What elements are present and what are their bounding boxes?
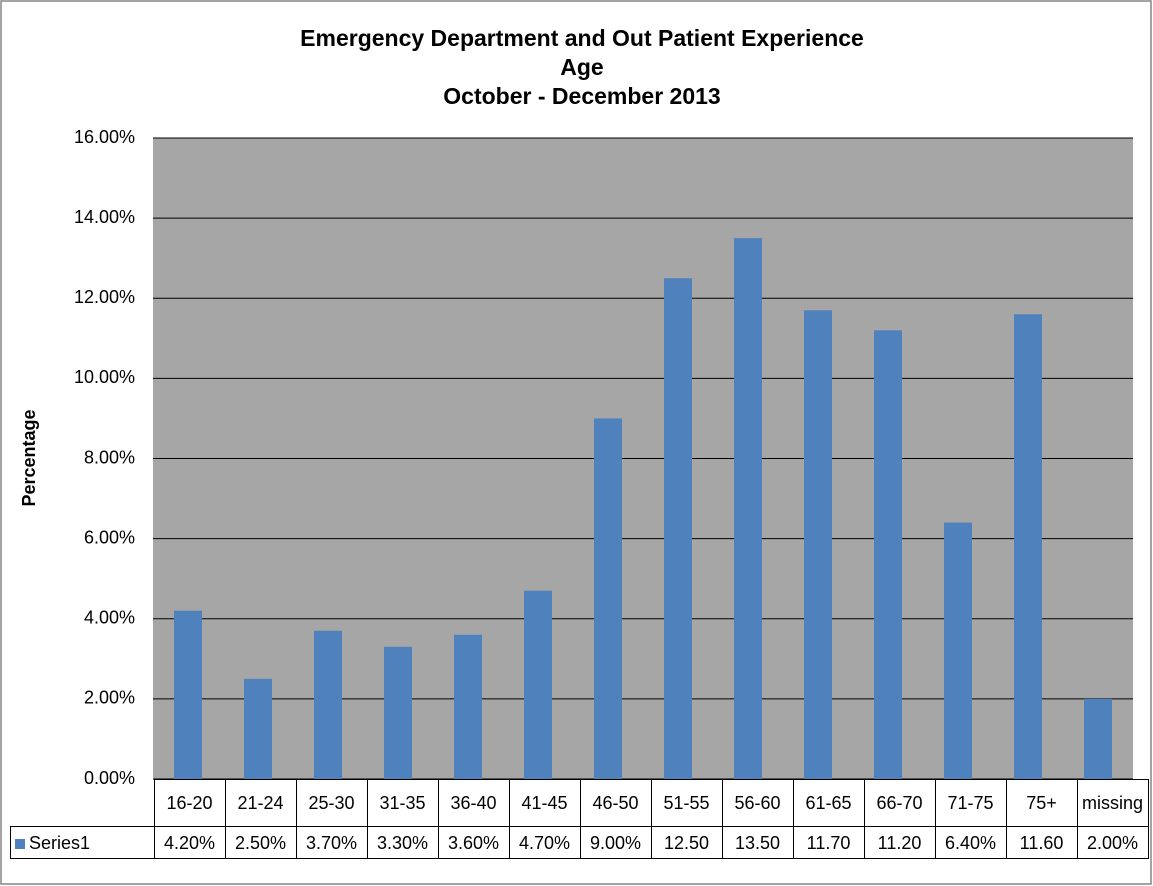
y-tick-label: 10.00% <box>74 367 135 387</box>
x-tick-label: 51-55 <box>650 779 723 827</box>
x-tick-label: 41-45 <box>508 779 581 827</box>
bar <box>944 522 972 779</box>
x-tick-label: 21-24 <box>224 779 297 827</box>
bar <box>734 238 762 779</box>
y-tick-label: 6.00% <box>84 527 135 547</box>
chart-subtitle: October - December 2013 <box>443 83 720 109</box>
y-axis-label: Percentage <box>19 409 39 506</box>
category-row: 16-20 21-24 25-30 31-35 36-40 41-45 46-50 51-55… <box>11 779 1149 827</box>
bar <box>1084 698 1112 779</box>
data-label: 4.20% <box>153 826 226 859</box>
x-tick-label: 61-65 <box>792 779 865 827</box>
bar <box>874 330 902 779</box>
data-label: 9.00% <box>579 826 652 859</box>
x-tick-label: 66-70 <box>863 779 936 827</box>
x-tick-label: 36-40 <box>437 779 510 827</box>
x-tick-label: 46-50 <box>579 779 652 827</box>
y-tick-label: 0.00% <box>84 768 135 788</box>
bar <box>1014 314 1042 779</box>
x-tick-label: missing <box>1076 779 1149 827</box>
data-label: 11.20 <box>863 826 936 859</box>
legend-label: Series1 <box>29 832 91 853</box>
data-label: 2.00% <box>1076 826 1149 859</box>
data-table: 16-20 21-24 25-30 31-35 36-40 41-45 46-50 51-55… <box>10 779 1149 859</box>
data-label: 3.30% <box>366 826 439 859</box>
y-tick-label: 14.00% <box>74 207 135 227</box>
bar <box>804 310 832 779</box>
data-label: 3.60% <box>437 826 510 859</box>
legend-swatch <box>15 838 25 849</box>
x-tick-label: 16-20 <box>153 779 226 827</box>
bar <box>174 610 202 779</box>
data-label: 11.70 <box>792 826 865 859</box>
legend-entry: Series1 <box>10 826 155 859</box>
chart-title: Emergency Department and Out Patient Exp… <box>300 25 864 51</box>
bar <box>314 630 342 779</box>
bar <box>664 278 692 779</box>
data-label: 4.70% <box>508 826 581 859</box>
series-row: Series1 4.20% 2.50% 3.70% 3.30% 3.60% 4.70% 9.0… <box>10 826 1149 859</box>
table-corner <box>11 780 155 827</box>
x-tick-label: 31-35 <box>366 779 439 827</box>
x-tick-label: 71-75 <box>934 779 1007 827</box>
x-tick-label: 25-30 <box>295 779 368 827</box>
data-label: 11.60 <box>1005 826 1078 859</box>
bar <box>384 646 412 779</box>
y-tick-label: 12.00% <box>74 287 135 307</box>
data-label: 2.50% <box>224 826 297 859</box>
x-tick-label: 56-60 <box>721 779 794 827</box>
bar <box>454 634 482 779</box>
y-tick-label: 8.00% <box>84 447 135 467</box>
chart-subtitle: Age <box>560 54 603 80</box>
y-tick-label: 4.00% <box>84 608 135 628</box>
x-tick-label: 75+ <box>1005 779 1078 827</box>
bar <box>594 418 622 779</box>
data-label: 3.70% <box>295 826 368 859</box>
bar <box>524 590 552 779</box>
data-label: 6.40% <box>934 826 1007 859</box>
y-tick-label: 16.00% <box>74 127 135 147</box>
data-label: 12.50 <box>650 826 723 859</box>
y-tick-label: 2.00% <box>84 688 135 708</box>
bar <box>244 678 272 779</box>
data-label: 13.50 <box>721 826 794 859</box>
